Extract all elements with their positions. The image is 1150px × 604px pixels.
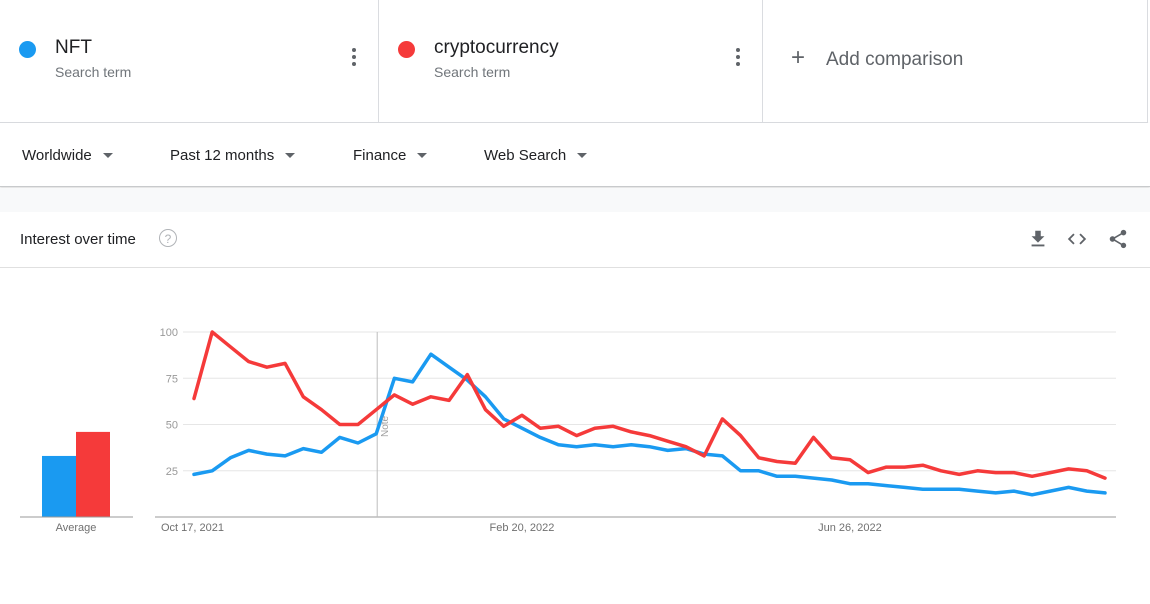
add-comparison-label: Add comparison: [826, 49, 964, 70]
region-label: Worldwide: [22, 147, 92, 164]
help-icon[interactable]: ?: [159, 229, 177, 247]
caret-down-icon: [417, 153, 428, 158]
average-bar-cryptocurrency[interactable]: [76, 431, 110, 517]
average-label: Average: [56, 522, 97, 534]
search-terms-bar: NFT Search term cryptocurrency Search te…: [0, 0, 1148, 123]
chart-labels: 25 50 75 100 Oct 17, 2021 Feb 20, 2022 Jun 26,…: [56, 327, 882, 534]
category-label: Finance: [353, 147, 407, 164]
embed-code-icon[interactable]: [1066, 228, 1088, 250]
add-comparison-button[interactable]: + Add comparison: [763, 0, 1148, 122]
term-card-nft[interactable]: NFT Search term: [0, 0, 379, 122]
chart-gridlines: [155, 331, 1116, 518]
nft-color-dot: [19, 41, 36, 58]
time-range-dropdown[interactable]: Past 12 months: [170, 147, 296, 164]
term-name[interactable]: NFT: [55, 37, 92, 58]
search-type-dropdown[interactable]: Web Search: [484, 147, 588, 164]
section-gap: [0, 188, 1150, 212]
series-line-cryptocurrency[interactable]: [192, 330, 1107, 480]
x-tick-label: Feb 20, 2022: [490, 522, 555, 534]
share-icon[interactable]: [1107, 228, 1129, 250]
term-card-cryptocurrency[interactable]: cryptocurrency Search term: [379, 0, 763, 122]
term-subtitle: Search term: [55, 64, 132, 80]
category-dropdown[interactable]: Finance: [353, 147, 428, 164]
card-title: Interest over time: [20, 231, 136, 248]
term-name[interactable]: cryptocurrency: [434, 37, 559, 58]
search-type-label: Web Search: [484, 147, 567, 164]
chart-lines: [192, 330, 1107, 497]
filter-bar: Worldwide Past 12 months Finance Web Sea…: [0, 123, 1150, 187]
y-tick-label: 75: [166, 373, 178, 385]
interest-over-time-chart: 25 50 75 100 Oct 17, 2021 Feb 20, 2022 Jun 26,…: [20, 327, 1116, 534]
download-icon[interactable]: [1027, 228, 1049, 250]
more-vert-icon[interactable]: [352, 48, 356, 66]
x-tick-label: Jun 26, 2022: [818, 522, 882, 534]
plus-icon: +: [791, 44, 806, 71]
term-subtitle: Search term: [434, 64, 511, 80]
region-dropdown[interactable]: Worldwide: [22, 147, 113, 164]
x-tick-label: Oct 17, 2021: [161, 522, 224, 534]
y-tick-label: 100: [160, 327, 178, 339]
average-bars: [20, 431, 133, 518]
series-line-nft[interactable]: [192, 352, 1107, 497]
y-tick-label: 50: [166, 420, 178, 432]
interest-over-time-card: Interest over time ? 25 50 75 100 Oct 17, 20…: [0, 212, 1150, 604]
cryptocurrency-color-dot: [398, 41, 415, 58]
caret-down-icon: [577, 153, 588, 158]
card-header: Interest over time ?: [0, 212, 1150, 268]
average-bar-nft[interactable]: [42, 455, 76, 517]
caret-down-icon: [102, 153, 113, 158]
time-range-label: Past 12 months: [170, 147, 275, 164]
y-tick-label: 25: [166, 466, 178, 478]
note-annotation-label[interactable]: Note: [380, 415, 391, 437]
more-vert-icon[interactable]: [736, 48, 740, 66]
caret-down-icon: [285, 153, 296, 158]
